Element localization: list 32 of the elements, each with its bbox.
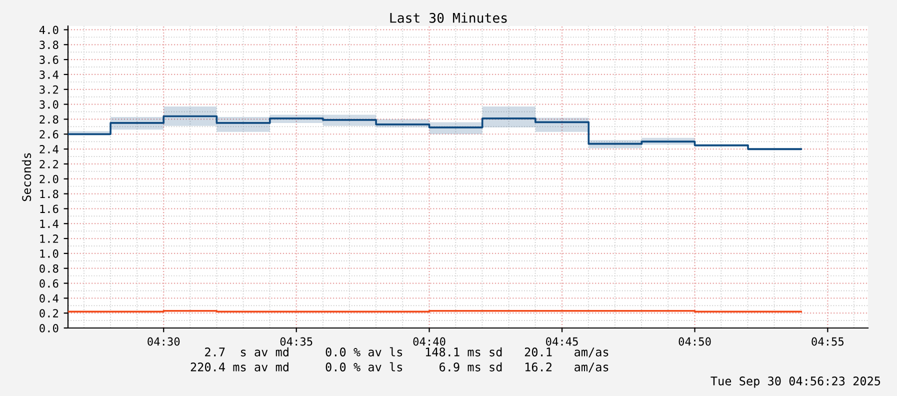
y-tick-label: 1.2 bbox=[40, 234, 58, 243]
chart-title: Last 30 Minutes bbox=[390, 12, 507, 23]
y-tick-label: 1.8 bbox=[40, 190, 58, 198]
y-tick-label: 3.6 bbox=[40, 56, 58, 64]
x-tick-label: 04:50 bbox=[678, 337, 711, 346]
y-tick-label: 0.8 bbox=[40, 264, 58, 273]
text: 220.4 ms av md 0.0 % av ls 6.9 ms sd 16.2 am/as bbox=[190, 362, 608, 372]
y-tick-label: 2.4 bbox=[40, 145, 58, 154]
y-axis-title: Seconds bbox=[22, 153, 32, 202]
y-tick-label: 0.0 bbox=[40, 324, 58, 332]
y-tick-label: 1.4 bbox=[40, 220, 58, 228]
y-tick-label: 0.2 bbox=[40, 309, 58, 318]
x-tick-label: 04:35 bbox=[280, 337, 312, 346]
x-tick-label: 04:55 bbox=[812, 337, 844, 346]
x-tick-label: 04:45 bbox=[546, 337, 578, 346]
y-tick-label: 1.6 bbox=[40, 204, 58, 214]
y-tick-label: 3.8 bbox=[40, 40, 58, 50]
y-tick-label: 0.6 bbox=[40, 279, 58, 288]
y-tick-label: 3.4 bbox=[40, 70, 58, 79]
x-tick-label: 04:30 bbox=[148, 337, 180, 346]
y-tick-label: 2.6 bbox=[40, 130, 58, 139]
y-tick-label: 2.2 bbox=[40, 160, 58, 168]
y-tick-label: 2.8 bbox=[40, 115, 58, 124]
y-tick-label: 3.0 bbox=[40, 100, 58, 109]
y-tick-label: 2.0 bbox=[40, 174, 58, 184]
text: 2.7 s av md 0.0 % av ls 148.1 ms sd 20.1 am/as bbox=[205, 347, 608, 358]
y-tick-label: 3.2 bbox=[40, 85, 58, 94]
y-tick-label: 0.4 bbox=[40, 294, 58, 303]
text: Tue Sep 30 04:56:23 2025 bbox=[710, 376, 880, 388]
y-tick-label: 4.0 bbox=[39, 26, 58, 34]
y-tick-label: 1.0 bbox=[40, 249, 58, 258]
x-tick-label: 04:40 bbox=[413, 337, 446, 346]
